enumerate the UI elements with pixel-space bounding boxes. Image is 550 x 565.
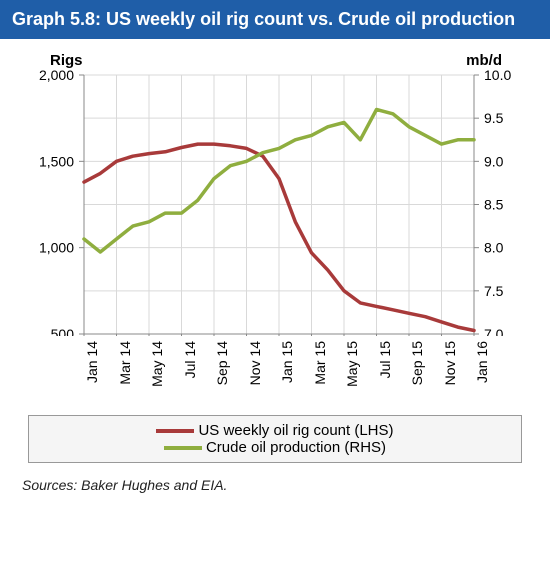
chart-title: Graph 5.8: US weekly oil rig count vs. C… [0,0,550,39]
chart-area: Rigsmb/d10.09.59.08.58.07.57.02,0001,500… [0,39,550,341]
svg-text:8.0: 8.0 [484,239,504,255]
sources: Sources: Baker Hughes and EIA. [22,477,550,493]
svg-text:9.5: 9.5 [484,110,504,126]
svg-text:1,500: 1,500 [39,153,74,169]
x-tick-label: Jan 15 [279,341,295,383]
x-tick-label: Sep 15 [409,341,425,385]
legend-label-0: US weekly oil rig count (LHS) [198,422,393,439]
x-tick-label: Mar 15 [312,341,328,385]
svg-text:2,000: 2,000 [39,67,74,83]
x-tick-label: Jul 15 [377,341,393,378]
x-axis-labels: Jan 14 Mar 14 May 14 Jul 14 Sep 14 Nov 14 Jan … [16,341,534,411]
x-tick-label: Sep 14 [214,341,230,385]
svg-text:10.0: 10.0 [484,67,511,83]
x-tick-label: May 15 [344,341,360,387]
legend-label-1: Crude oil production (RHS) [206,439,386,456]
x-tick-label: Mar 14 [117,341,133,385]
svg-text:7.5: 7.5 [484,282,504,298]
svg-text:8.5: 8.5 [484,196,504,212]
svg-text:1,000: 1,000 [39,239,74,255]
legend: US weekly oil rig count (LHS) Crude oil … [28,415,522,463]
x-tick-label: Nov 14 [247,341,263,385]
chart-svg: Rigsmb/d10.09.59.08.58.07.57.02,0001,500… [16,49,534,336]
x-tick-label: Jan 16 [474,341,490,383]
svg-text:7.0: 7.0 [484,326,504,336]
x-tick-label: Nov 15 [442,341,458,385]
x-tick-label: Jan 14 [84,341,100,383]
x-tick-label: May 14 [149,341,165,387]
x-tick-label: Jul 14 [182,341,198,378]
svg-text:9.0: 9.0 [484,153,504,169]
svg-text:500: 500 [51,326,75,336]
